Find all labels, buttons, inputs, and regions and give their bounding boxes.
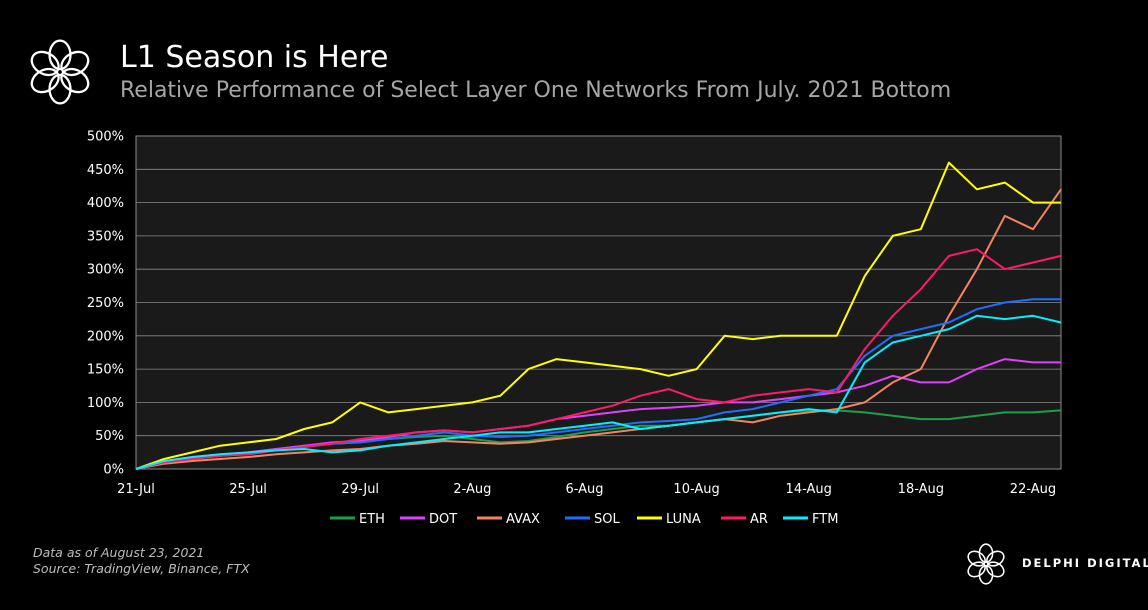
series-line-avax: [135, 188, 1062, 470]
series-line-luna: [135, 161, 1061, 470]
x-tick-label: 25-Jul: [229, 482, 267, 497]
delphi-brand-icon: [967, 543, 1005, 585]
brand-name: DELPHI DIGITAL: [1022, 556, 1148, 570]
legend-label-eth: ETH: [359, 512, 385, 527]
legend-label-sol: SOL: [594, 512, 620, 527]
y-tick-label: 50%: [95, 429, 124, 444]
chart-title: L1 Season is Here: [120, 40, 389, 75]
legend: ETH DOT AVAX SOL LUNA AR FTM: [330, 512, 838, 527]
y-tick-label: 350%: [87, 229, 124, 244]
data-note: Data as of August 23, 2021: [33, 545, 205, 560]
y-tick-label: 400%: [87, 196, 124, 211]
delphi-flower-icon: [30, 39, 90, 105]
y-tick-label: 250%: [87, 296, 124, 311]
y-tick-label: 200%: [87, 329, 124, 344]
x-tick-label: 22-Aug: [1010, 482, 1056, 497]
chart-subtitle: Relative Performance of Select Layer One…: [120, 78, 952, 103]
series-line-dot: [135, 358, 1061, 470]
x-tick-label: 29-Jul: [341, 482, 379, 497]
x-tick-label: 21-Jul: [117, 482, 155, 497]
x-tick-label: 18-Aug: [898, 482, 944, 497]
y-tick-label: 0%: [103, 463, 124, 478]
plot-border: [135, 135, 1062, 470]
series-line-ftm: [135, 314, 1062, 470]
x-tick-label: 14-Aug: [786, 482, 832, 497]
x-tick-label: 10-Aug: [673, 482, 719, 497]
legend-label-ar: AR: [750, 512, 768, 527]
x-tick-label: 2-Aug: [453, 482, 491, 497]
y-tick-label: 450%: [87, 163, 124, 178]
legend-label-avax: AVAX: [506, 512, 540, 527]
y-tick-label: 100%: [87, 396, 124, 411]
legend-label-dot: DOT: [429, 512, 457, 527]
source-note: Source: TradingView, Binance, FTX: [33, 561, 250, 576]
y-tick-label: 300%: [87, 263, 124, 278]
x-tick-label: 6-Aug: [565, 482, 603, 497]
y-tick-label: 500%: [87, 130, 124, 145]
legend-label-luna: LUNA: [666, 512, 701, 527]
legend-label-ftm: FTM: [812, 512, 838, 527]
y-tick-label: 150%: [87, 363, 124, 378]
